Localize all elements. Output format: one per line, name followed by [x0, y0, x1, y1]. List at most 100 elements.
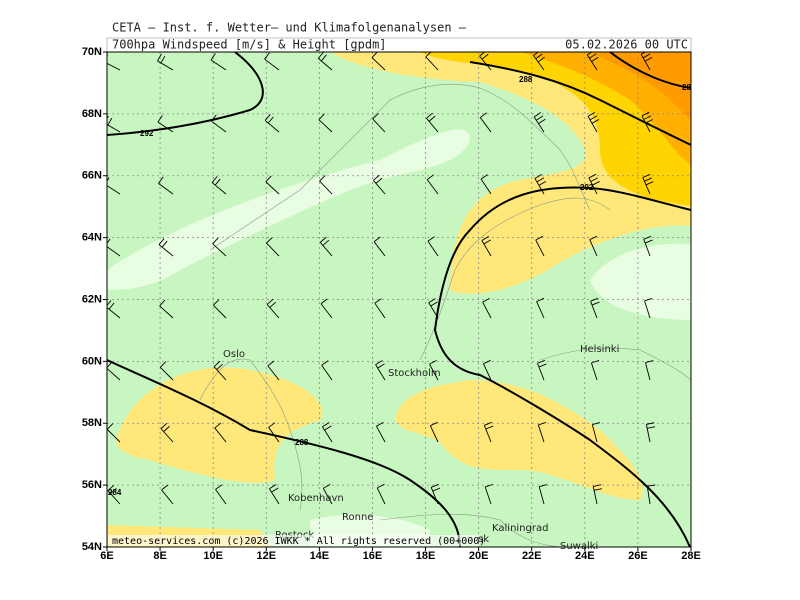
barb-feather	[430, 301, 438, 307]
barb-feather	[322, 422, 330, 428]
barb-feather	[320, 54, 327, 62]
contour-label: 288	[295, 438, 309, 447]
barb-feather	[480, 174, 488, 180]
barb-feather	[216, 363, 223, 370]
barb-shaft	[317, 58, 333, 71]
lon-label: 12E	[256, 550, 276, 562]
barb-shaft	[425, 56, 439, 71]
barb-feather	[159, 361, 167, 368]
barb-shaft	[642, 177, 651, 195]
barb-feather	[428, 298, 436, 303]
contour-label: 292	[580, 183, 594, 192]
barb-feather	[538, 363, 547, 368]
barb-feather	[533, 52, 539, 56]
barb-shaft	[481, 240, 492, 257]
barb-feather	[484, 421, 492, 426]
barb-shaft	[533, 55, 545, 71]
barb-shaft	[536, 301, 545, 319]
barb-shaft	[589, 239, 598, 257]
place-label: Kobenhavn	[288, 493, 344, 504]
barb-shaft	[107, 429, 121, 443]
barb-shaft	[159, 305, 174, 319]
barb-feather	[318, 113, 325, 120]
lon-label: 20E	[469, 550, 489, 562]
barb-shaft	[590, 301, 598, 319]
place-label: Helsinki	[580, 344, 619, 355]
barb-feather	[373, 236, 381, 243]
barb-shaft	[538, 486, 545, 505]
barb-feather	[485, 425, 494, 430]
barb-feather	[371, 52, 378, 58]
barb-feather	[107, 300, 112, 307]
barb-shaft	[429, 425, 439, 443]
barb-feather	[535, 53, 543, 60]
barb-shaft	[587, 116, 598, 133]
barb-shaft	[158, 244, 174, 257]
contour-label: 28	[682, 83, 691, 92]
barb-feather	[376, 421, 384, 427]
barb-shaft	[426, 179, 439, 195]
barb-shaft	[321, 364, 333, 381]
barb-shaft	[483, 363, 492, 381]
barb-feather	[644, 297, 653, 302]
barb-feather	[158, 176, 164, 184]
subtitle: 700hpa Windspeed [m/s] & Height [gpdm]	[112, 38, 387, 52]
barb-shaft	[107, 62, 121, 71]
barb-feather	[264, 52, 270, 60]
barb-feather	[647, 484, 656, 487]
barb-shaft	[372, 118, 386, 133]
barb-feather	[483, 239, 491, 245]
barb-feather	[426, 112, 433, 119]
field-light	[590, 243, 691, 320]
footer: meteo-services.com (c)2026 IWKK * All ri…	[112, 536, 485, 547]
barb-shaft	[157, 121, 174, 133]
lat-label: 70N	[82, 46, 102, 58]
barb-shaft	[161, 489, 174, 505]
barb-shaft	[479, 55, 492, 71]
contour-label: 288	[519, 75, 533, 84]
barb-feather	[644, 56, 653, 62]
barb-shaft	[376, 425, 386, 443]
barb-shaft	[479, 117, 492, 133]
barb-feather	[430, 421, 438, 427]
contour-label: 292	[140, 129, 154, 138]
lon-label: 10E	[203, 550, 223, 562]
barb-feather	[644, 239, 653, 244]
barb-feather	[267, 116, 274, 124]
barb-shaft	[264, 120, 280, 133]
barb-shaft	[158, 183, 174, 195]
barb-shaft	[319, 180, 333, 195]
barb-shaft	[482, 301, 492, 319]
barb-feather	[533, 112, 542, 118]
barb-feather	[161, 240, 168, 248]
barb-shaft	[266, 304, 280, 319]
barb-feather	[427, 236, 435, 242]
lat-label: 56N	[82, 479, 102, 491]
barb-shaft	[266, 242, 280, 257]
barb-feather	[160, 422, 168, 429]
barb-shaft	[429, 363, 439, 381]
barb-feather	[317, 52, 324, 59]
barb-shaft	[484, 486, 492, 505]
barb-feather	[215, 484, 223, 490]
barb-feather	[645, 360, 654, 364]
barb-feather	[589, 235, 598, 240]
barb-feather	[593, 484, 602, 487]
barb-feather	[590, 177, 599, 182]
barb-feather	[377, 363, 385, 369]
barb-feather	[538, 421, 547, 426]
barb-feather	[479, 112, 487, 118]
barb-feather	[428, 115, 436, 122]
barb-feather	[110, 487, 117, 495]
place-label: Suwalki	[560, 541, 598, 552]
barb-shaft	[212, 243, 227, 257]
barb-shaft	[533, 116, 545, 133]
barb-feather	[214, 178, 221, 186]
barb-feather	[268, 422, 276, 428]
lat-label: 60N	[82, 355, 102, 367]
barb-feather	[534, 174, 543, 179]
barb-feather	[591, 301, 600, 306]
contour	[107, 359, 461, 547]
barb-shaft	[537, 363, 545, 381]
barb-feather	[645, 181, 654, 186]
